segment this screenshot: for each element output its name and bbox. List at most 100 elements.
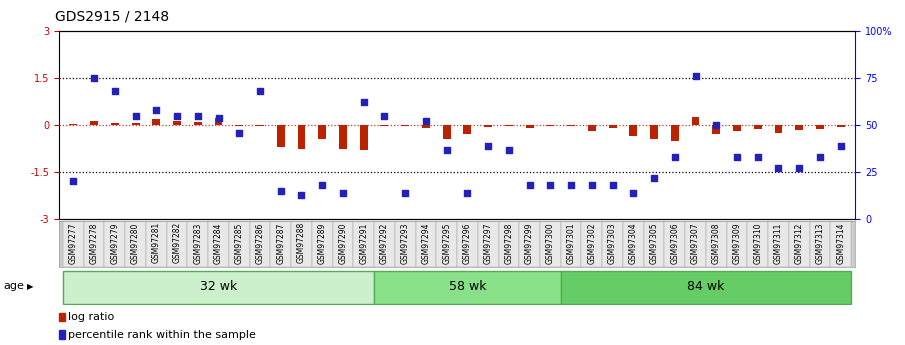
Text: GSM97296: GSM97296 [462, 222, 472, 264]
Bar [146, 221, 167, 267]
Point [191, 113, 205, 118]
Point [460, 190, 474, 196]
Text: GSM97278: GSM97278 [90, 222, 99, 264]
Bar [664, 221, 685, 267]
Bar [519, 221, 540, 267]
Bar [277, 125, 285, 147]
Point [315, 183, 329, 188]
Point [668, 154, 682, 160]
Point [66, 179, 81, 184]
Bar [104, 221, 125, 267]
Bar [415, 221, 436, 267]
Bar [837, 125, 844, 127]
Point [626, 190, 641, 196]
Bar [360, 125, 367, 150]
Text: ▶: ▶ [27, 282, 33, 291]
Text: GSM97300: GSM97300 [546, 222, 555, 264]
Point [211, 115, 225, 120]
Bar [748, 221, 768, 267]
Text: GSM97281: GSM97281 [152, 222, 161, 264]
Bar [547, 125, 554, 126]
Bar [229, 221, 250, 267]
Bar [298, 125, 305, 149]
Bar [457, 221, 478, 267]
Bar [789, 221, 810, 267]
Point [605, 183, 620, 188]
Bar [256, 125, 264, 126]
Point [419, 119, 433, 124]
Bar [505, 125, 513, 126]
Bar [754, 125, 762, 129]
Text: GSM97314: GSM97314 [836, 222, 845, 264]
Bar [712, 125, 720, 134]
Point [108, 88, 122, 94]
Bar [830, 221, 851, 267]
Bar [623, 221, 643, 267]
Bar [131, 123, 139, 125]
Bar [602, 221, 623, 267]
Bar [526, 125, 534, 128]
Bar [484, 125, 492, 127]
Point [813, 154, 827, 160]
Bar [671, 125, 679, 141]
Bar [810, 221, 830, 267]
Text: GSM97313: GSM97313 [815, 222, 824, 264]
Bar [187, 221, 208, 267]
Bar [422, 125, 430, 128]
Bar [380, 125, 388, 126]
Point [792, 166, 806, 171]
Point [771, 166, 786, 171]
Point [129, 113, 143, 118]
Bar [775, 125, 783, 133]
Bar [629, 125, 637, 136]
Bar [816, 125, 824, 129]
Bar [250, 221, 271, 267]
Point [729, 154, 744, 160]
Bar [561, 221, 581, 267]
Bar [167, 221, 187, 267]
Bar [59, 331, 65, 339]
Text: GSM97295: GSM97295 [443, 222, 452, 264]
Bar [691, 117, 700, 125]
Text: GSM97302: GSM97302 [587, 222, 596, 264]
Point [564, 183, 578, 188]
Point [273, 188, 288, 194]
Point [398, 190, 413, 196]
Bar [733, 125, 741, 131]
Text: GSM97305: GSM97305 [650, 222, 659, 264]
Bar [395, 221, 415, 267]
Text: GSM97280: GSM97280 [131, 222, 140, 264]
Point [501, 147, 516, 152]
Bar [768, 221, 789, 267]
Point [543, 183, 557, 188]
Text: percentile rank within the sample: percentile rank within the sample [68, 330, 255, 340]
Text: GSM97288: GSM97288 [297, 222, 306, 264]
Text: GSM97306: GSM97306 [671, 222, 680, 264]
Bar [125, 221, 146, 267]
Bar [588, 125, 595, 131]
Bar [436, 221, 457, 267]
Text: GSM97301: GSM97301 [567, 222, 576, 264]
Bar [63, 221, 84, 267]
Bar [63, 271, 374, 304]
Point [252, 88, 267, 94]
Text: GSM97311: GSM97311 [774, 222, 783, 264]
Point [481, 143, 495, 148]
Text: GSM97292: GSM97292 [380, 222, 389, 264]
Text: GSM97291: GSM97291 [359, 222, 368, 264]
Bar [499, 221, 519, 267]
Point [689, 73, 703, 79]
Point [336, 190, 350, 196]
Text: GSM97298: GSM97298 [504, 222, 513, 264]
Point [294, 192, 309, 197]
Bar [332, 221, 353, 267]
Bar [401, 125, 409, 126]
Point [647, 175, 662, 180]
Bar [643, 221, 664, 267]
Bar [685, 221, 706, 267]
Bar [214, 118, 223, 125]
Bar [540, 221, 561, 267]
Bar [173, 121, 181, 125]
Text: GSM97297: GSM97297 [483, 222, 492, 264]
Text: 84 wk: 84 wk [687, 280, 725, 293]
